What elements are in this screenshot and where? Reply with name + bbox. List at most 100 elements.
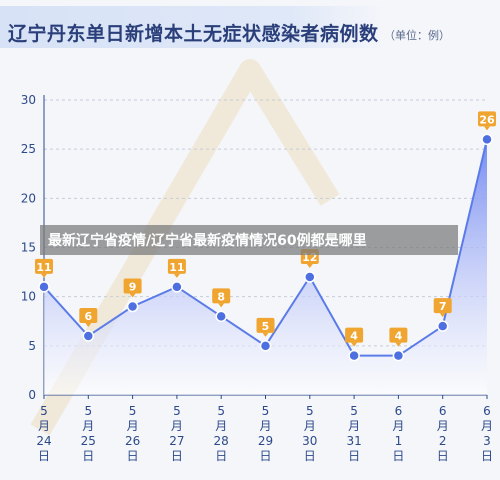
x-tick-label: 5 (306, 404, 314, 418)
data-label-pointer (262, 332, 269, 337)
x-tick-label: 日 (82, 449, 94, 463)
data-point (481, 133, 493, 146)
data-label-bg (389, 327, 408, 343)
data-label: 11 (36, 261, 51, 274)
data-label-pointer (41, 273, 47, 278)
x-tick-label: 月 (481, 419, 493, 433)
x-tick-label: 26 (125, 434, 140, 448)
data-label: 7 (439, 300, 447, 313)
x-tick-label: 日 (481, 449, 493, 463)
y-tick-label: 25 (21, 142, 36, 156)
x-tick-label: 30 (302, 434, 317, 448)
data-label-pointer (439, 313, 446, 318)
x-tick-label: 月 (38, 419, 50, 433)
data-label: 11 (169, 261, 184, 274)
x-tick-label: 5 (217, 404, 225, 418)
data-label-bg (256, 317, 275, 333)
x-tick-label: 月 (437, 419, 449, 433)
data-label-pointer (173, 273, 180, 278)
x-tick-label: 月 (392, 419, 404, 433)
data-label-bg (433, 298, 452, 314)
x-tick-label: 29 (258, 434, 273, 448)
x-tick-label: 月 (171, 419, 183, 433)
data-label: 5 (262, 320, 270, 333)
overlay-caption: 最新辽宁省疫情/辽宁省最新疫情情况60例都是哪里 (48, 233, 367, 249)
x-tick-label: 日 (304, 449, 316, 463)
x-tick-label: 月 (82, 419, 94, 433)
data-label: 4 (395, 330, 403, 343)
x-tick-label: 日 (259, 449, 271, 463)
x-tick-label: 5 (40, 404, 48, 418)
data-label-bg (123, 278, 142, 294)
x-tick-label: 2 (439, 434, 447, 448)
data-label-pointer (395, 342, 402, 347)
x-tick-label: 日 (38, 449, 50, 463)
x-tick-label: 日 (348, 449, 360, 463)
area-fill (44, 139, 487, 395)
y-tick-label: 5 (28, 339, 36, 353)
data-label-pointer (85, 323, 92, 327)
unit-label: （单位：例） (384, 29, 450, 42)
y-tick-label: 10 (21, 290, 36, 304)
data-label-bg (167, 258, 186, 274)
data-label-pointer (351, 342, 358, 347)
data-label: 9 (129, 281, 137, 294)
data-point (436, 320, 449, 332)
x-tick-label: 3 (483, 434, 491, 448)
data-label-pointer (129, 293, 136, 298)
x-tick-label: 31 (346, 434, 361, 448)
data-label-pointer (306, 264, 313, 268)
data-label: 8 (217, 290, 225, 303)
x-tick-label: 月 (259, 419, 271, 433)
title-bar: 辽宁丹东单日新增本土无症状感染者病例数 (0, 6, 386, 48)
data-label-bg (35, 258, 53, 274)
x-tick-label: 25 (81, 434, 96, 448)
x-tick-label: 1 (395, 434, 403, 448)
x-tick-label: 28 (214, 434, 229, 448)
x-tick-label: 6 (439, 404, 447, 418)
y-tick-label: 20 (21, 191, 36, 205)
y-tick-label: 15 (21, 241, 36, 255)
data-label-bg (345, 327, 364, 343)
data-point (392, 349, 405, 362)
chart-title: 辽宁丹东单日新增本土无症状感染者病例数 (8, 23, 379, 45)
data-label-bg (79, 308, 98, 323)
data-label-pointer (484, 126, 490, 131)
data-label: 26 (479, 113, 495, 126)
data-label: 4 (350, 330, 358, 343)
data-point (215, 310, 227, 323)
x-tick-label: 日 (171, 449, 183, 463)
x-tick-label: 27 (169, 434, 184, 448)
x-tick-label: 月 (304, 419, 316, 433)
x-tick-label: 日 (437, 449, 449, 463)
y-tick-label: 0 (28, 388, 36, 402)
y-tick-label: 30 (21, 93, 36, 107)
x-tick-label: 6 (483, 404, 491, 418)
x-tick-label: 月 (348, 419, 360, 433)
x-tick-label: 日 (392, 449, 404, 463)
x-tick-label: 日 (127, 449, 139, 463)
data-label: 6 (84, 310, 92, 323)
data-point (82, 330, 95, 342)
x-tick-label: 6 (395, 404, 403, 418)
data-point (38, 281, 50, 293)
x-tick-label: 5 (262, 404, 270, 418)
data-label-pointer (218, 303, 225, 308)
data-label-bg (212, 288, 231, 304)
overlay-banner: 最新辽宁省疫情/辽宁省最新疫情情况60例都是哪里 (40, 225, 458, 255)
data-label-bg (478, 111, 496, 127)
watermark-triangle (30, 59, 340, 436)
data-point (259, 340, 272, 352)
x-tick-label: 5 (350, 404, 358, 418)
data-point (348, 349, 360, 362)
data-point (171, 281, 183, 293)
x-tick-label: 5 (173, 404, 181, 418)
x-tick-label: 月 (127, 419, 139, 433)
x-tick-label: 24 (36, 434, 51, 448)
data-point (126, 300, 139, 313)
x-tick-label: 5 (129, 404, 137, 418)
data-point (304, 271, 316, 283)
x-tick-label: 月 (215, 419, 227, 433)
